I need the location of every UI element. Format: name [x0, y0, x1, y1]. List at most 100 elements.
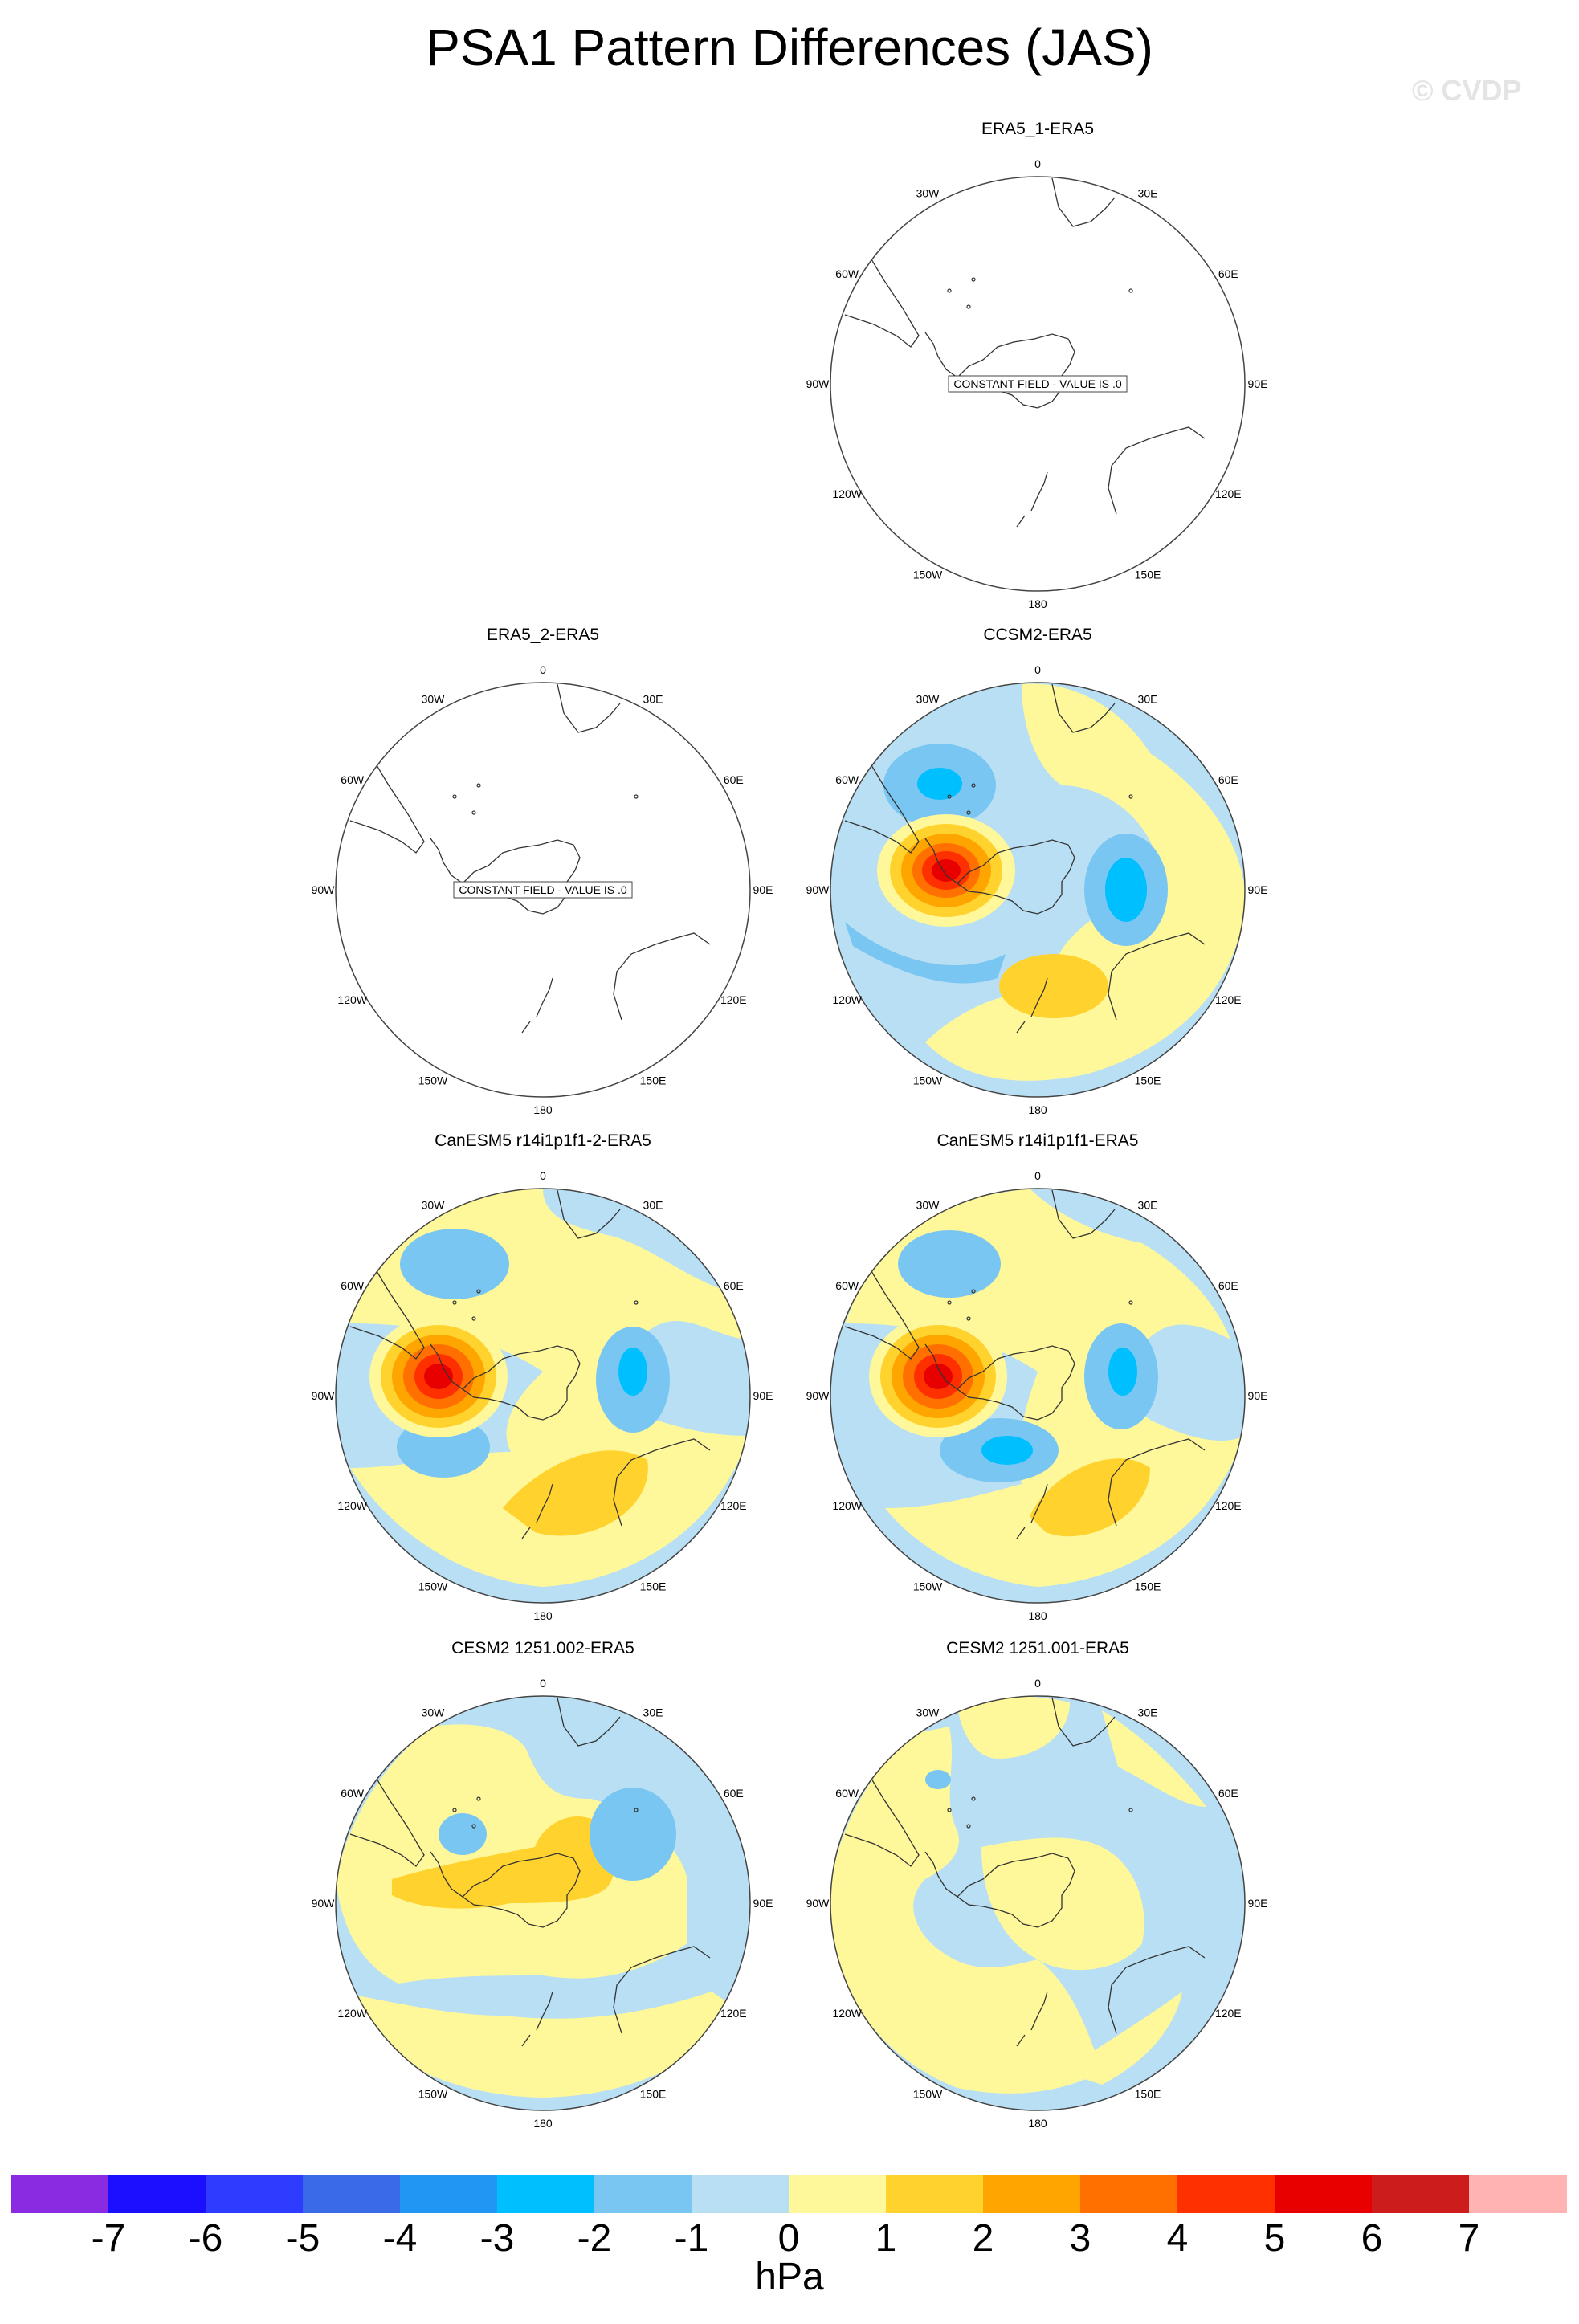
colorbar-tick-label: -5	[285, 2217, 320, 2260]
graticule-label: 60W	[835, 1279, 859, 1292]
graticule-label: 90W	[806, 1897, 830, 1910]
graticule-label: 120W	[337, 1499, 367, 1512]
graticule-label: 60E	[1218, 773, 1238, 786]
panel-title: CESM2 1251.002-ERA5	[451, 1639, 634, 1657]
colorbar-tick-label: 6	[1361, 2217, 1383, 2260]
graticule-label: 30E	[1138, 1706, 1158, 1719]
polar-map: 0 30E 60E 90E 120E 150E 180 150W 120W 90W 60W 30W	[312, 1169, 773, 1621]
graticule-label: 150E	[1135, 1580, 1161, 1592]
polar-map: 0 30E 60E 90E 120E 150E 180 150W 120W 90W 60W 30W CO…	[806, 157, 1268, 609]
graticule-label: 120W	[337, 993, 367, 1006]
graticule-label: 90W	[806, 1389, 830, 1402]
graticule-label: 90E	[1248, 377, 1268, 390]
colorbar-tick-label: -4	[382, 2217, 418, 2260]
graticule-label: 120E	[720, 1499, 747, 1512]
graticule-label: 30E	[643, 1199, 663, 1212]
colorbar-tick-label: 7	[1458, 2217, 1480, 2260]
graticule-label: 150W	[913, 2087, 943, 2100]
graticule-label: 90E	[1248, 883, 1268, 896]
colorbar-box	[1469, 2175, 1567, 2213]
graticule-label: 60W	[835, 1787, 859, 1800]
polar-map: 0 30E 60E 90E 120E 150E 180 150W 120W 90W 60W 30W	[806, 1677, 1268, 2128]
graticule-label: 120W	[832, 993, 862, 1006]
graticule-label: 180	[1028, 2117, 1047, 2128]
colorbar-tick-label: 2	[972, 2217, 994, 2260]
graticule-label: 150W	[418, 1074, 448, 1087]
colorbar	[11, 2175, 1567, 2213]
polar-map: 0 30E 60E 90E 120E 150E 180 150W 120W 90W 60W 30W CO…	[312, 663, 773, 1115]
map-panel: CanESM5 r14i1p1f1-ERA5 0 30E 60E 90E 120E 150E…	[797, 1131, 1279, 1621]
graticule-label: 90E	[1248, 1897, 1268, 1910]
graticule-label: 60W	[835, 773, 859, 786]
colorbar-tick-label: 0	[777, 2217, 800, 2260]
colorbar-box	[983, 2175, 1081, 2213]
graticule-label: 180	[1028, 1103, 1047, 1115]
colorbar-box	[303, 2175, 401, 2213]
colorbar-box	[11, 2175, 109, 2213]
map-panel: CESM2 1251.002-ERA5 0 30E 60E 90E 120E 150E 180…	[302, 1638, 784, 2128]
colorbar-tick-label: -7	[91, 2217, 126, 2260]
graticule-label: 60W	[341, 1279, 365, 1292]
colorbar-box	[1372, 2175, 1470, 2213]
colorbar-tick-label: -1	[674, 2217, 709, 2260]
panel-title: CanESM5 r14i1p1f1-2-ERA5	[435, 1131, 651, 1150]
graticule-label: 120W	[832, 2007, 862, 2020]
constant-field-label: CONSTANT FIELD - VALUE IS .0	[459, 883, 626, 896]
graticule-label: 90W	[312, 1897, 336, 1910]
graticule-label: 60W	[835, 267, 859, 280]
graticule-label: 30E	[1138, 693, 1158, 706]
graticule-label: 60E	[1218, 1787, 1238, 1800]
graticule-label: 150E	[1135, 2087, 1161, 2100]
graticule-label: 180	[1028, 1609, 1047, 1621]
colorbar-tick-label: 4	[1166, 2217, 1189, 2260]
graticule-label: 150W	[913, 568, 943, 581]
graticule-label: 30E	[643, 693, 663, 706]
graticule-label: 60E	[724, 1279, 744, 1292]
colorbar-tick-label: -6	[188, 2217, 223, 2260]
page-title: PSA1 Pattern Differences (JAS)	[426, 18, 1153, 76]
graticule-label: 120E	[1215, 2007, 1242, 2020]
graticule-label: 90W	[806, 377, 830, 390]
watermark: © CVDP	[1412, 74, 1522, 107]
colorbar-box	[206, 2175, 304, 2213]
map-panel: ERA5_1-ERA5 0 30E 60E 90E 120E 150E 180 150W 120W…	[797, 119, 1279, 609]
colorbar-units: hPa	[755, 2256, 824, 2298]
graticule-label: 60W	[341, 1787, 365, 1800]
colorbar-tick-label: -3	[479, 2217, 515, 2260]
colorbar-tick-label: -2	[577, 2217, 612, 2260]
colorbar-tick-label: 3	[1069, 2217, 1091, 2260]
graticule-label: 120E	[1215, 487, 1242, 500]
polar-map: 0 30E 60E 90E 120E 150E 180 150W 120W 90W 60W 30W	[806, 663, 1268, 1115]
panel-title: ERA5_1-ERA5	[981, 120, 1095, 138]
graticule-label: 30E	[1138, 1199, 1158, 1212]
graticule-label: 150E	[640, 1074, 667, 1087]
graticule-label: 0	[540, 1169, 546, 1182]
map-panel: CCSM2-ERA5 0 30E 60E 90E 120E 150E 180 150W 120W 9…	[797, 625, 1279, 1115]
graticule-label: 60E	[1218, 267, 1238, 280]
colorbar-box	[594, 2175, 692, 2213]
colorbar-box	[1080, 2175, 1178, 2213]
graticule-label: 120E	[720, 993, 747, 1006]
panel-title: CESM2 1251.001-ERA5	[946, 1639, 1129, 1657]
graticule-label: 150W	[418, 1580, 448, 1592]
colorbar-box	[1275, 2175, 1373, 2213]
graticule-label: 30E	[643, 1706, 663, 1719]
graticule-label: 30W	[916, 187, 940, 200]
graticule-label: 150E	[640, 2087, 667, 2100]
constant-field-box	[948, 375, 1128, 393]
constant-field-label: CONSTANT FIELD - VALUE IS .0	[953, 377, 1121, 390]
graticule-label: 30W	[422, 1199, 446, 1212]
graticule-label: 120E	[720, 2007, 747, 2020]
constant-field-box	[453, 881, 633, 899]
graticule-label: 90E	[753, 1897, 773, 1910]
graticule-label: 180	[1028, 597, 1047, 609]
graticule-label: 0	[1034, 157, 1041, 170]
colorbar-tick-label: 1	[875, 2217, 897, 2260]
colorbar-box	[400, 2175, 498, 2213]
graticule-label: 120W	[337, 2007, 367, 2020]
graticule-label: 180	[533, 1103, 553, 1115]
graticule-label: 90W	[312, 883, 336, 896]
graticule-label: 120E	[1215, 1499, 1242, 1512]
graticule-label: 90E	[753, 883, 773, 896]
colorbar-box	[497, 2175, 595, 2213]
